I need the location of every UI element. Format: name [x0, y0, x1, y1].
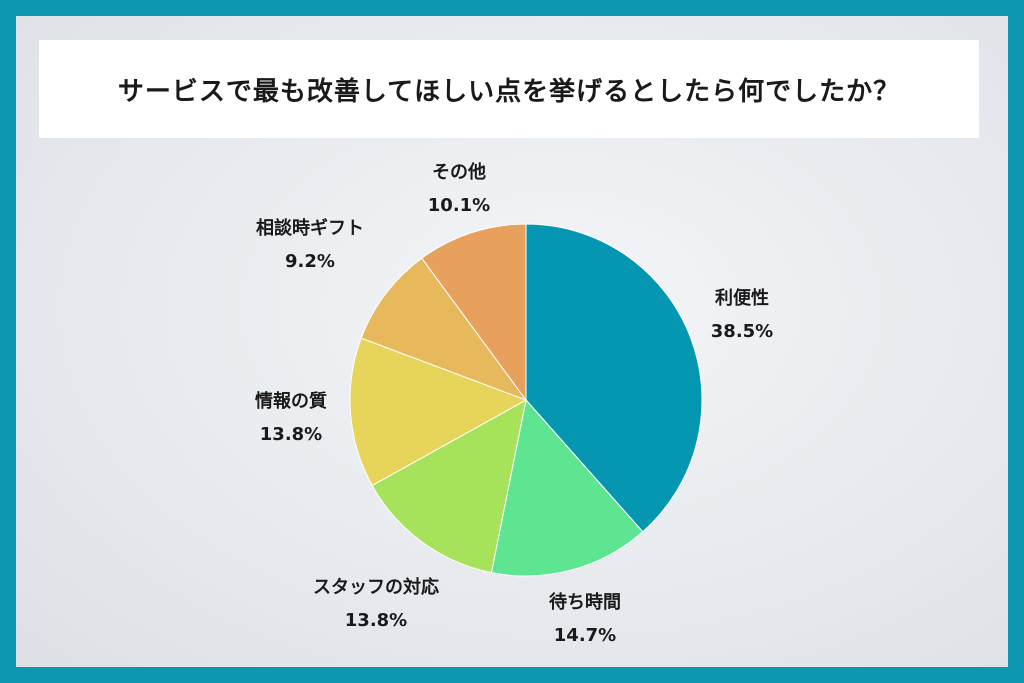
slice-value-label: 13.8%	[260, 424, 322, 445]
slice-value-label: 10.1%	[428, 195, 490, 216]
slice-value-label: 38.5%	[711, 321, 773, 342]
slice-category-label: その他	[432, 161, 486, 183]
title-box: サービスで最も改善してほしい点を挙げるとしたら何でしたか？	[39, 40, 979, 138]
chart-title: サービスで最も改善してほしい点を挙げるとしたら何でしたか？	[117, 76, 901, 107]
slice-value-label: 14.7%	[554, 625, 616, 646]
slice-value-label: 9.2%	[285, 251, 335, 272]
pie-slice	[490, 398, 644, 577]
slice-category-label: 情報の質	[255, 390, 327, 412]
pie-slice	[525, 223, 703, 533]
pie-slice	[371, 399, 527, 574]
pie-slice	[360, 257, 528, 402]
pie-slice	[421, 223, 527, 402]
pie-slice	[349, 337, 528, 487]
slice-category-label: 待ち時間	[549, 591, 621, 613]
slice-category-label: 利便性	[715, 287, 769, 309]
slice-category-label: スタッフの対応	[313, 576, 439, 598]
slice-value-label: 13.8%	[345, 610, 407, 631]
slice-category-label: 相談時ギフト	[256, 217, 364, 239]
